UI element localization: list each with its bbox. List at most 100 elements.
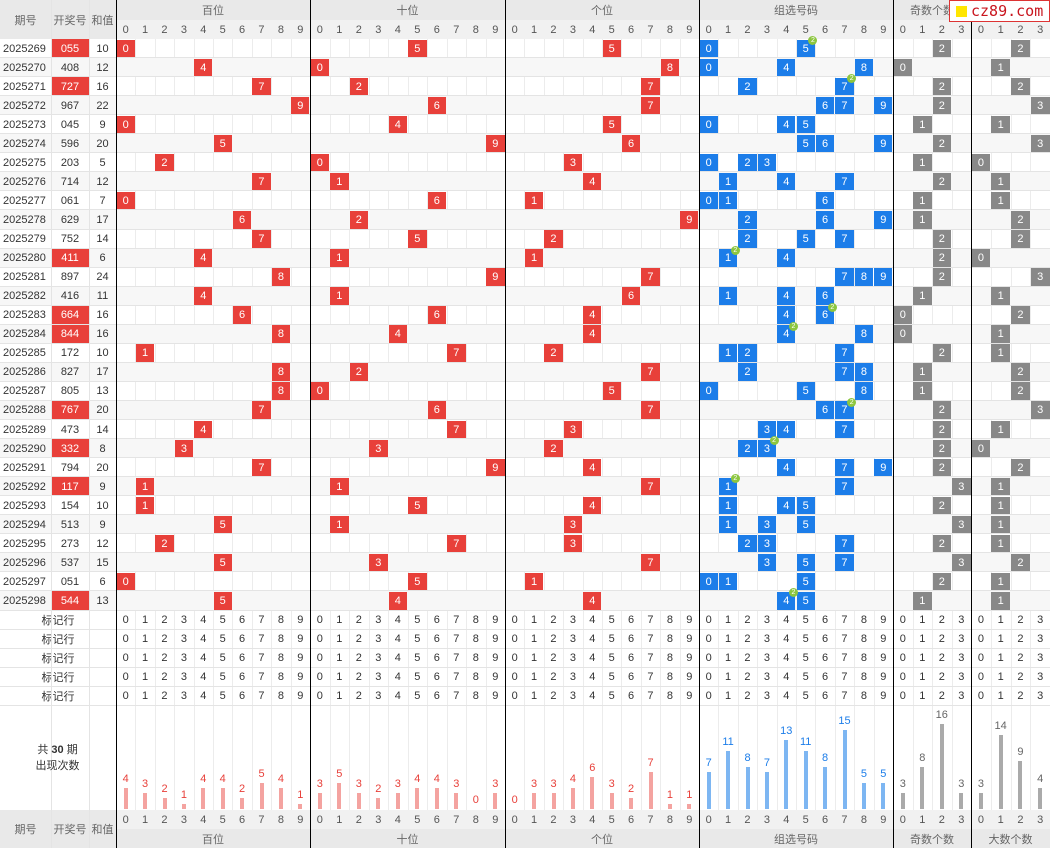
digit-header: 0 [971,810,991,829]
marker-digit: 6 [239,633,246,646]
count-label: 3 [531,778,538,791]
marker-digit: 1 [997,671,1004,684]
position-mark: 3 [563,420,583,439]
group-number-mark: 3 [757,553,777,572]
stats-suffix: 期 [66,743,78,756]
group-number-mark: 1 [718,572,738,591]
marker-digit: 6 [822,671,829,684]
odd-count-mark: 2 [932,458,951,477]
grid-line [0,628,1050,630]
marker-digit: 8 [666,633,673,646]
marker-digit: 3 [180,633,187,646]
grid-line [0,209,1050,211]
digit-header: 8 [854,810,874,829]
odd-count-mark: 2 [932,230,951,249]
marker-digit: 3 [763,633,770,646]
digit-header: 5 [213,20,233,39]
marker-digit: 9 [492,671,499,684]
marker-row-label: 标记行 [41,634,75,647]
marker-digit: 0 [316,614,323,627]
grid-line [0,438,1050,440]
sum-cell: 16 [96,80,109,93]
odd-count-mark: 2 [932,420,951,439]
row-stripe [0,134,1050,154]
marker-digit: 0 [705,633,712,646]
digit-header: 7 [446,20,466,39]
marker-digit: 4 [783,633,790,646]
marker-digit: 9 [492,633,499,646]
site-logo[interactable]: cz89.com [949,0,1050,22]
count-label: 14 [994,719,1007,732]
count-bar [337,782,342,809]
group-number-mark: 5 [796,115,815,134]
marker-digit: 7 [453,633,460,646]
group-number-mark: 2 [738,439,757,458]
marker-digit: 2 [744,614,751,627]
number-header: 开奖号 [51,0,89,39]
group-number-mark: 1 [718,496,738,515]
marker-digit: 6 [628,633,635,646]
group-number-mark: 2 [738,153,757,172]
marker-row-label: 标记行 [41,672,75,685]
marker-digit: 9 [686,614,693,627]
period-cell: 2025296 [3,556,46,569]
digit-header: 3 [951,810,971,829]
big-count-mark: 0 [971,153,991,172]
group-number-mark: 4 [777,420,796,439]
marker-digit: 3 [180,671,187,684]
units-header: 个位 [505,0,699,20]
count-label: 2 [628,783,635,796]
big-count-mark: 1 [991,287,1010,306]
digit-header: 3 [757,20,777,39]
marker-digit: 7 [647,671,654,684]
position-mark: 2 [544,344,563,363]
group-number-mark: 2 [738,344,757,363]
marker-digit: 5 [219,614,226,627]
marker-digit: 1 [919,690,926,703]
marker-digit: 7 [453,614,460,627]
digit-header: 3 [174,810,194,829]
count-bar [356,793,361,809]
marker-digit: 3 [1037,633,1044,646]
group-number-mark: 4 [777,306,796,325]
draw-number-cell: 273 [60,537,80,550]
marker-digit: 4 [394,690,401,703]
position-mark: 0 [310,153,329,172]
marker-digit: 2 [938,671,945,684]
repeat-badge: 2 [730,474,740,484]
grid-line [0,704,1050,706]
period-cell: 2025290 [3,442,46,455]
marker-digit: 5 [802,633,809,646]
draw-number-cell: 805 [60,385,80,398]
digit-header: 6 [427,20,447,39]
position-mark: 7 [252,77,271,96]
digit-header: 1 [912,810,932,829]
marker-digit: 4 [783,690,790,703]
marker-digit: 9 [297,671,304,684]
marker-digit: 0 [705,671,712,684]
position-mark: 4 [583,325,602,344]
odd-count-mark: 2 [932,496,951,515]
marker-digit: 0 [511,614,518,627]
position-mark: 8 [271,363,291,382]
row-stripe [0,515,1050,535]
marker-digit: 4 [394,652,401,665]
count-label: 3 [608,778,615,791]
grid-line [0,114,1050,116]
marker-digit: 8 [472,652,479,665]
count-label: 4 [277,772,284,785]
marker-digit: 5 [802,652,809,665]
count-label: 0 [472,794,479,806]
digit-header: 2 [543,810,564,829]
sum-cell: 6 [99,575,106,588]
group-numbers-header: 组选号码 [699,829,893,848]
marker-digit: 2 [938,614,945,627]
marker-digit: 1 [142,671,149,684]
count-label: 5 [336,767,343,780]
digit-header: 5 [407,20,427,39]
position-mark: 4 [583,458,602,477]
digit-header: 6 [232,810,252,829]
group-number-mark: 7 [835,363,854,382]
marker-digit: 8 [277,671,284,684]
count-bar [181,803,186,809]
